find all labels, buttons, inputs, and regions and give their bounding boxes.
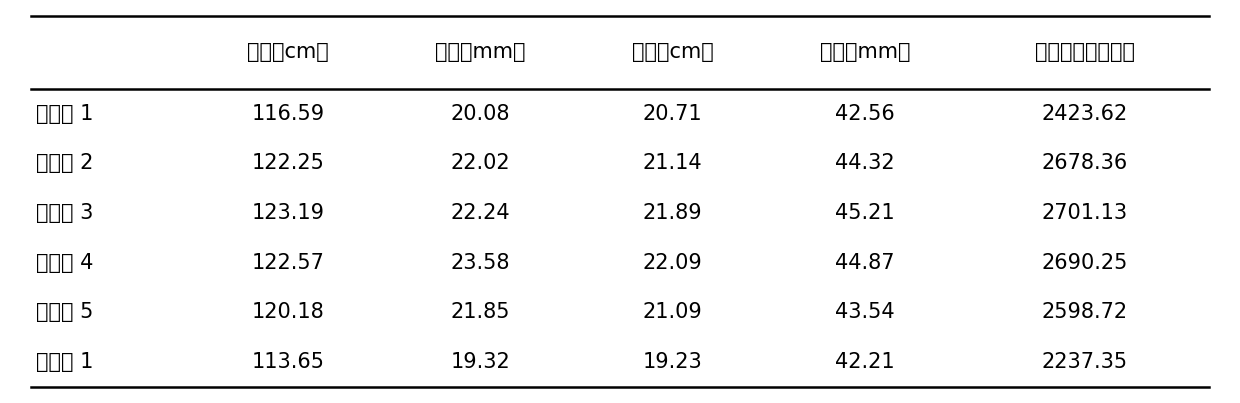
Text: 44.87: 44.87 <box>836 253 894 272</box>
Text: 44.32: 44.32 <box>835 153 895 173</box>
Text: 42.56: 42.56 <box>835 104 895 123</box>
Text: 2237.35: 2237.35 <box>1042 352 1128 372</box>
Text: 2701.13: 2701.13 <box>1042 203 1128 223</box>
Text: 23.58: 23.58 <box>451 253 510 272</box>
Text: 2690.25: 2690.25 <box>1042 253 1128 272</box>
Text: 2678.36: 2678.36 <box>1042 153 1128 173</box>
Text: 2598.72: 2598.72 <box>1042 302 1128 322</box>
Text: 22.09: 22.09 <box>642 253 703 272</box>
Text: 22.02: 22.02 <box>450 153 511 173</box>
Text: 113.65: 113.65 <box>252 352 325 372</box>
Text: 穗粗（mm）: 穗粗（mm） <box>820 42 910 62</box>
Text: 实施例 3: 实施例 3 <box>36 203 93 223</box>
Text: 123.19: 123.19 <box>252 203 325 223</box>
Text: 茎粗（mm）: 茎粗（mm） <box>435 42 526 62</box>
Text: 实施例 4: 实施例 4 <box>36 253 93 272</box>
Text: 20.71: 20.71 <box>642 104 703 123</box>
Text: 21.09: 21.09 <box>642 302 703 322</box>
Text: 122.25: 122.25 <box>252 153 325 173</box>
Text: 19.32: 19.32 <box>450 352 511 372</box>
Text: 实施例 5: 实施例 5 <box>36 302 93 322</box>
Text: 穗长（cm）: 穗长（cm） <box>632 42 713 62</box>
Text: 株高（cm）: 株高（cm） <box>248 42 329 62</box>
Text: 120.18: 120.18 <box>252 302 325 322</box>
Text: 亩有效穗数（个）: 亩有效穗数（个） <box>1035 42 1135 62</box>
Text: 21.89: 21.89 <box>642 203 703 223</box>
Text: 20.08: 20.08 <box>451 104 510 123</box>
Text: 19.23: 19.23 <box>642 352 703 372</box>
Text: 122.57: 122.57 <box>252 253 325 272</box>
Text: 43.54: 43.54 <box>835 302 895 322</box>
Text: 22.24: 22.24 <box>450 203 511 223</box>
Text: 42.21: 42.21 <box>835 352 895 372</box>
Text: 对比例 1: 对比例 1 <box>36 352 93 372</box>
Text: 45.21: 45.21 <box>835 203 895 223</box>
Text: 实施例 1: 实施例 1 <box>36 104 93 123</box>
Text: 21.14: 21.14 <box>642 153 703 173</box>
Text: 21.85: 21.85 <box>451 302 510 322</box>
Text: 116.59: 116.59 <box>252 104 325 123</box>
Text: 2423.62: 2423.62 <box>1042 104 1128 123</box>
Text: 实施例 2: 实施例 2 <box>36 153 93 173</box>
